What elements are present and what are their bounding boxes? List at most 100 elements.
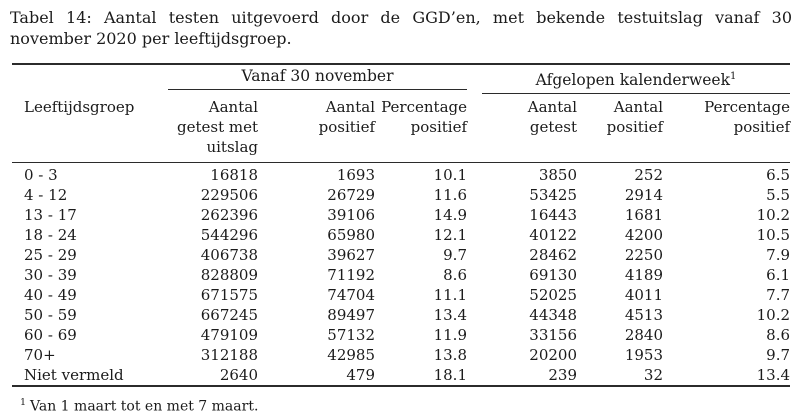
- table-cell: 479: [346, 366, 375, 385]
- row-label: 18 - 24: [24, 226, 77, 245]
- table-cell: 479109: [200, 326, 258, 345]
- table-cell: 3850: [538, 166, 577, 185]
- footnote-text: Van 1 maart tot en met 7 maart.: [30, 398, 259, 415]
- table-cell: 33156: [529, 326, 577, 345]
- row-label: 13 - 17: [24, 206, 77, 225]
- table-row: Niet vermeld 2640 479 18.1 239 32 13.4: [12, 365, 790, 386]
- table-row: 40 - 49 671575 74704 11.1 52025 4011 7.7: [12, 285, 790, 305]
- row-label: 70+: [24, 346, 56, 365]
- table-cell: 74704: [327, 286, 375, 305]
- column-header-aantal-getest: Aantal getest: [467, 94, 577, 164]
- table-row: 30 - 39 828809 71192 8.6 69130 4189 6.1: [12, 265, 790, 285]
- table-cell: 39627: [327, 246, 375, 265]
- table-cell: 57132: [327, 326, 375, 345]
- table-cell: 671575: [200, 286, 258, 305]
- table-cell: 53425: [529, 186, 577, 205]
- table-cell: 239: [548, 366, 577, 385]
- table-cell: 2640: [219, 366, 258, 385]
- column-header-aantal-positief-week: Aantal positief: [577, 94, 663, 164]
- table-cell: 20200: [529, 346, 577, 365]
- table-cell: 1953: [624, 346, 663, 365]
- table-cell: 828809: [200, 266, 258, 285]
- data-table: Vanaf 30 november Afgelopen kalenderweek…: [12, 63, 791, 388]
- table-cell: 7.7: [766, 286, 791, 305]
- table-cell: 16443: [529, 206, 577, 225]
- table-row: 4 - 12 229506 26729 11.6 53425 2914 5.5: [12, 185, 790, 205]
- column-group-label: Afgelopen kalenderweek1: [482, 67, 791, 95]
- table-cell: 40122: [529, 226, 577, 245]
- table-cell: 229506: [200, 186, 258, 205]
- table-cell: 4189: [624, 266, 663, 285]
- table-cell: 16818: [210, 166, 258, 185]
- table-cell: 13.4: [756, 366, 791, 385]
- table-cell: 10.2: [756, 206, 791, 225]
- table-cell: 2840: [624, 326, 663, 345]
- table-cell: 12.1: [433, 226, 467, 245]
- column-group-label-text: Afgelopen kalenderweek: [535, 71, 730, 90]
- table-cell: 13.8: [433, 346, 467, 365]
- row-label: Niet vermeld: [24, 366, 124, 385]
- table-cell: 9.7: [443, 246, 467, 265]
- column-group-label: Vanaf 30 november: [168, 67, 467, 90]
- table-header: Vanaf 30 november Afgelopen kalenderweek…: [12, 64, 791, 164]
- table-row: 18 - 24 544296 65980 12.1 40122 4200 10.…: [12, 225, 790, 245]
- column-group-vanaf-30-november: Vanaf 30 november: [158, 64, 467, 94]
- table-body: 0 - 3 16818 1693 10.1 3850 252 6.5 4 - 1…: [12, 163, 790, 387]
- column-header-percentage-positief-week: Percentage positief: [663, 94, 791, 164]
- footnote-reference: 1: [729, 71, 737, 82]
- table-cell: 44348: [529, 306, 577, 325]
- table-cell: 1681: [624, 206, 663, 225]
- column-header-percentage-positief: Percentage positief: [375, 94, 467, 164]
- table-cell: 42985: [327, 346, 375, 365]
- table-cell: 406738: [200, 246, 258, 265]
- table-cell: 13.4: [433, 306, 467, 325]
- table-cell: 262396: [200, 206, 258, 225]
- table-cell: 252: [634, 166, 663, 185]
- column-header-leeftijdsgroep: Leeftijdsgroep: [12, 94, 158, 164]
- table-cell: 667245: [200, 306, 258, 325]
- table-cell: 65980: [327, 226, 375, 245]
- table-cell: 2250: [624, 246, 663, 265]
- table-cell: 28462: [529, 246, 577, 265]
- table-row: 0 - 3 16818 1693 10.1 3850 252 6.5: [12, 163, 790, 186]
- column-group-afgelopen-kalenderweek: Afgelopen kalenderweek1: [467, 64, 791, 95]
- table-cell: 69130: [529, 266, 577, 285]
- table-cell: 6.1: [766, 266, 791, 285]
- table-cell: 10.5: [756, 226, 791, 245]
- table-cell: 544296: [200, 226, 258, 245]
- table-cell: 4200: [624, 226, 663, 245]
- table-row: 60 - 69 479109 57132 11.9 33156 2840 8.6: [12, 325, 790, 345]
- column-header-aantal-positief: Aantal positief: [258, 94, 375, 164]
- table-cell: 5.5: [766, 186, 791, 205]
- table-cell: 4011: [624, 286, 663, 305]
- table-cell: 10.1: [433, 166, 467, 185]
- table-cell: 4513: [624, 306, 663, 325]
- table-cell: 18.1: [433, 366, 467, 385]
- table-cell: 2914: [624, 186, 663, 205]
- table-cell: 10.2: [756, 306, 791, 325]
- table-cell: 8.6: [443, 266, 467, 285]
- row-label: 30 - 39: [24, 266, 77, 285]
- table-row: 50 - 59 667245 89497 13.4 44348 4513 10.…: [12, 305, 790, 325]
- column-group-row: Vanaf 30 november Afgelopen kalenderweek…: [12, 64, 791, 95]
- table-cell: 11.6: [433, 186, 467, 205]
- table-cell: 312188: [200, 346, 258, 365]
- table-cell: 14.9: [433, 206, 467, 225]
- column-header-row: Leeftijdsgroep Aantal getest met uitslag…: [12, 94, 791, 164]
- row-label: 0 - 3: [24, 166, 58, 185]
- table-cell: 8.6: [766, 326, 791, 345]
- row-label: 50 - 59: [24, 306, 77, 325]
- table-cell: 71192: [327, 266, 375, 285]
- table-cell: 11.9: [433, 326, 467, 345]
- row-label: 60 - 69: [24, 326, 77, 345]
- row-label: 25 - 29: [24, 246, 77, 265]
- table-cell: 9.7: [766, 346, 791, 365]
- table-row: 13 - 17 262396 39106 14.9 16443 1681 10.…: [12, 205, 790, 225]
- table-caption: Tabel 14: Aantal testen uitgevoerd door …: [10, 8, 792, 48]
- empty-corner-cell: [12, 64, 158, 94]
- table-cell: 6.5: [766, 166, 791, 185]
- column-header-aantal-getest-met-uitslag: Aantal getest met uitslag: [158, 94, 258, 164]
- row-label: 4 - 12: [24, 186, 68, 205]
- table-cell: 52025: [529, 286, 577, 305]
